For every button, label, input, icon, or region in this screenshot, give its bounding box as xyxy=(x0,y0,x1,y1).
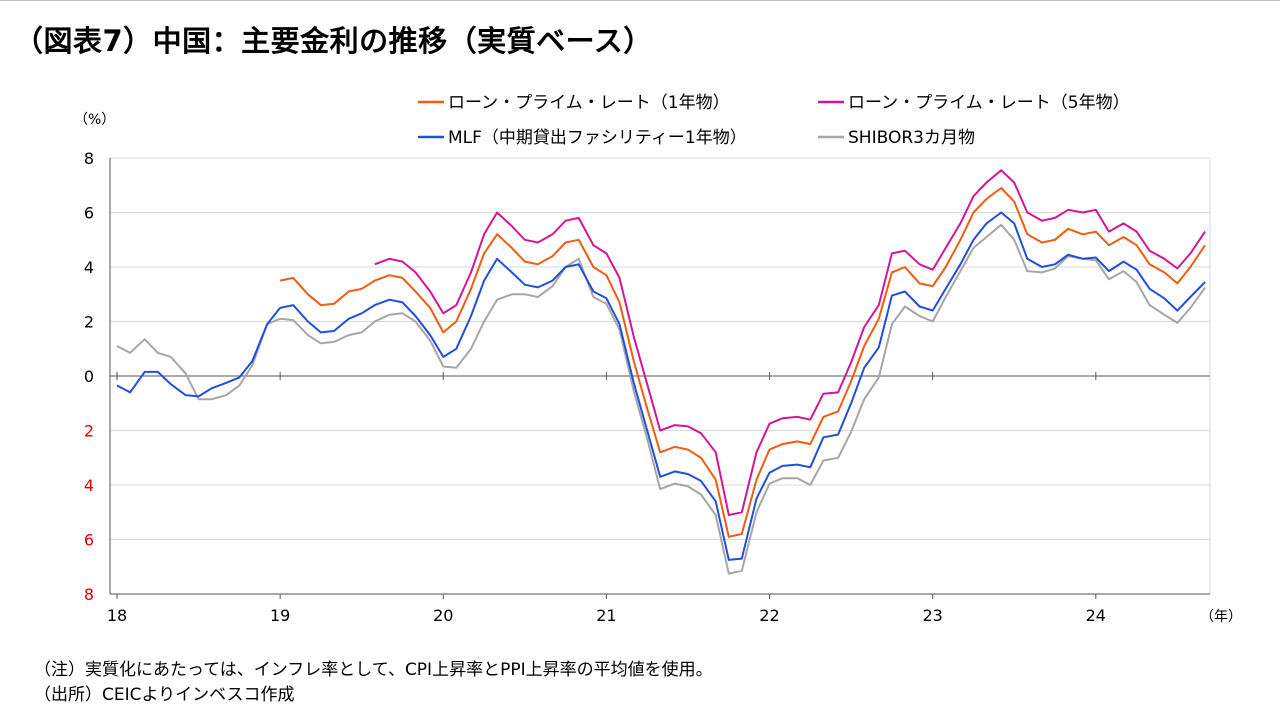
x-tick-label: 24 xyxy=(1086,606,1106,625)
y-tick-label: 2 xyxy=(84,313,94,332)
top-border-line xyxy=(0,0,1280,1)
legend-label-shibor: SHIBOR3カ月物 xyxy=(848,128,975,148)
x-tick-label: 21 xyxy=(596,606,616,625)
y-tick-label: 6 xyxy=(84,531,94,550)
x-tick-label: 22 xyxy=(759,606,779,625)
y-tick-label: 4 xyxy=(84,258,94,277)
series-line-lpr1 xyxy=(279,187,1206,538)
footnote-note: （注）実質化にあたっては、インフレ率として、CPI上昇率とPPI上昇率の平均値を… xyxy=(34,660,713,680)
y-axis-label: （%） xyxy=(74,112,115,128)
y-tick-label: 0 xyxy=(84,367,94,386)
legend-label-mlf: MLF（中期貸出ファシリティー1年物） xyxy=(448,128,747,148)
x-tick-label: 19 xyxy=(270,606,290,625)
x-tick-label: 20 xyxy=(433,606,453,625)
y-tick-label: 4 xyxy=(84,476,94,495)
y-tick-label: 8 xyxy=(84,585,94,604)
x-tick-label: 23 xyxy=(922,606,942,625)
x-tick-label: 18 xyxy=(107,606,127,625)
x-axis-label: （年） xyxy=(1200,609,1242,625)
y-tick-label: 6 xyxy=(84,204,94,223)
legend-label-lpr1: ローン・プライム・レート（1年物） xyxy=(448,93,730,113)
series-line-mlf xyxy=(116,211,1206,561)
legend-label-lpr5: ローン・プライム・レート（5年物） xyxy=(848,93,1130,113)
page-title: （図表7）中国：主要金利の推移（実質ベース） xyxy=(14,24,653,58)
series-line-lpr5 xyxy=(374,169,1206,516)
y-tick-label: 8 xyxy=(84,149,94,168)
footnote-source: （出所）CEICよりインベスコ作成 xyxy=(34,685,295,705)
series-line-shibor xyxy=(116,223,1206,575)
y-tick-label: 2 xyxy=(84,422,94,441)
